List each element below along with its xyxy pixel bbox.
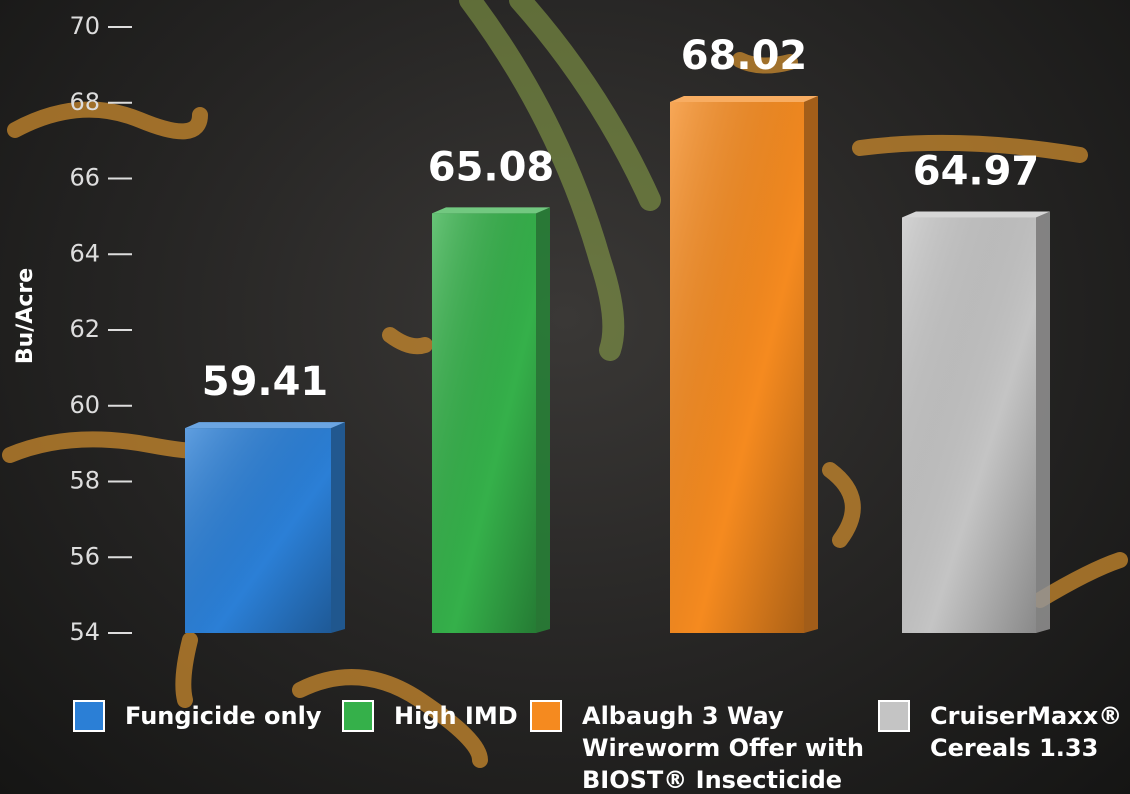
bar-top-light [432, 207, 550, 214]
bar-shade [902, 217, 1036, 634]
bar-top [902, 211, 1050, 218]
bar-shade [185, 428, 331, 633]
bar-side-dark [331, 422, 345, 633]
y-tick-label: 70 [69, 12, 100, 40]
bar-top-light [670, 95, 818, 102]
value-label: 59.41 [202, 359, 329, 405]
bar-shade [670, 101, 804, 634]
y-tick-label: 64 [69, 239, 100, 267]
y-tick-label: 66 [69, 164, 100, 192]
y-tick-label: 62 [69, 315, 100, 343]
legend-label: CruiserMaxx® Cereals 1.33 [930, 702, 1123, 762]
bar-side-dark [804, 95, 818, 634]
value-label: 65.08 [428, 144, 555, 190]
legend-swatch [530, 700, 562, 732]
y-axis-label: Bu/Acre [13, 268, 38, 364]
bar-side [331, 422, 345, 633]
bar-top-light [902, 211, 1050, 218]
bar-side-dark [536, 207, 550, 633]
legend-label: Albaugh 3 Way Wireworm Offer with BIOST®… [582, 702, 864, 794]
bar-top-light [185, 422, 345, 429]
legend-swatch [73, 700, 105, 732]
bar-top [670, 95, 818, 102]
y-tick-label: 54 [69, 618, 100, 646]
legend-swatch [342, 700, 374, 732]
bar-side [1036, 211, 1050, 634]
y-tick-label: 56 [69, 542, 100, 570]
bar-top [432, 207, 550, 214]
y-tick-label: 68 [69, 88, 100, 116]
y-tick-label: 60 [69, 391, 100, 419]
legend-swatch [878, 700, 910, 732]
legend-label: High IMD [394, 702, 518, 730]
value-label: 68.02 [681, 33, 808, 79]
y-tick-label: 58 [69, 467, 100, 495]
bar-shade [432, 213, 536, 633]
legend-label: Fungicide only [125, 702, 322, 730]
bar-side-dark [1036, 211, 1050, 634]
background-sprout [459, 0, 661, 361]
bar-side [536, 207, 550, 633]
bar-side [804, 95, 818, 634]
value-label: 64.97 [913, 149, 1040, 195]
bar-top [185, 422, 345, 429]
